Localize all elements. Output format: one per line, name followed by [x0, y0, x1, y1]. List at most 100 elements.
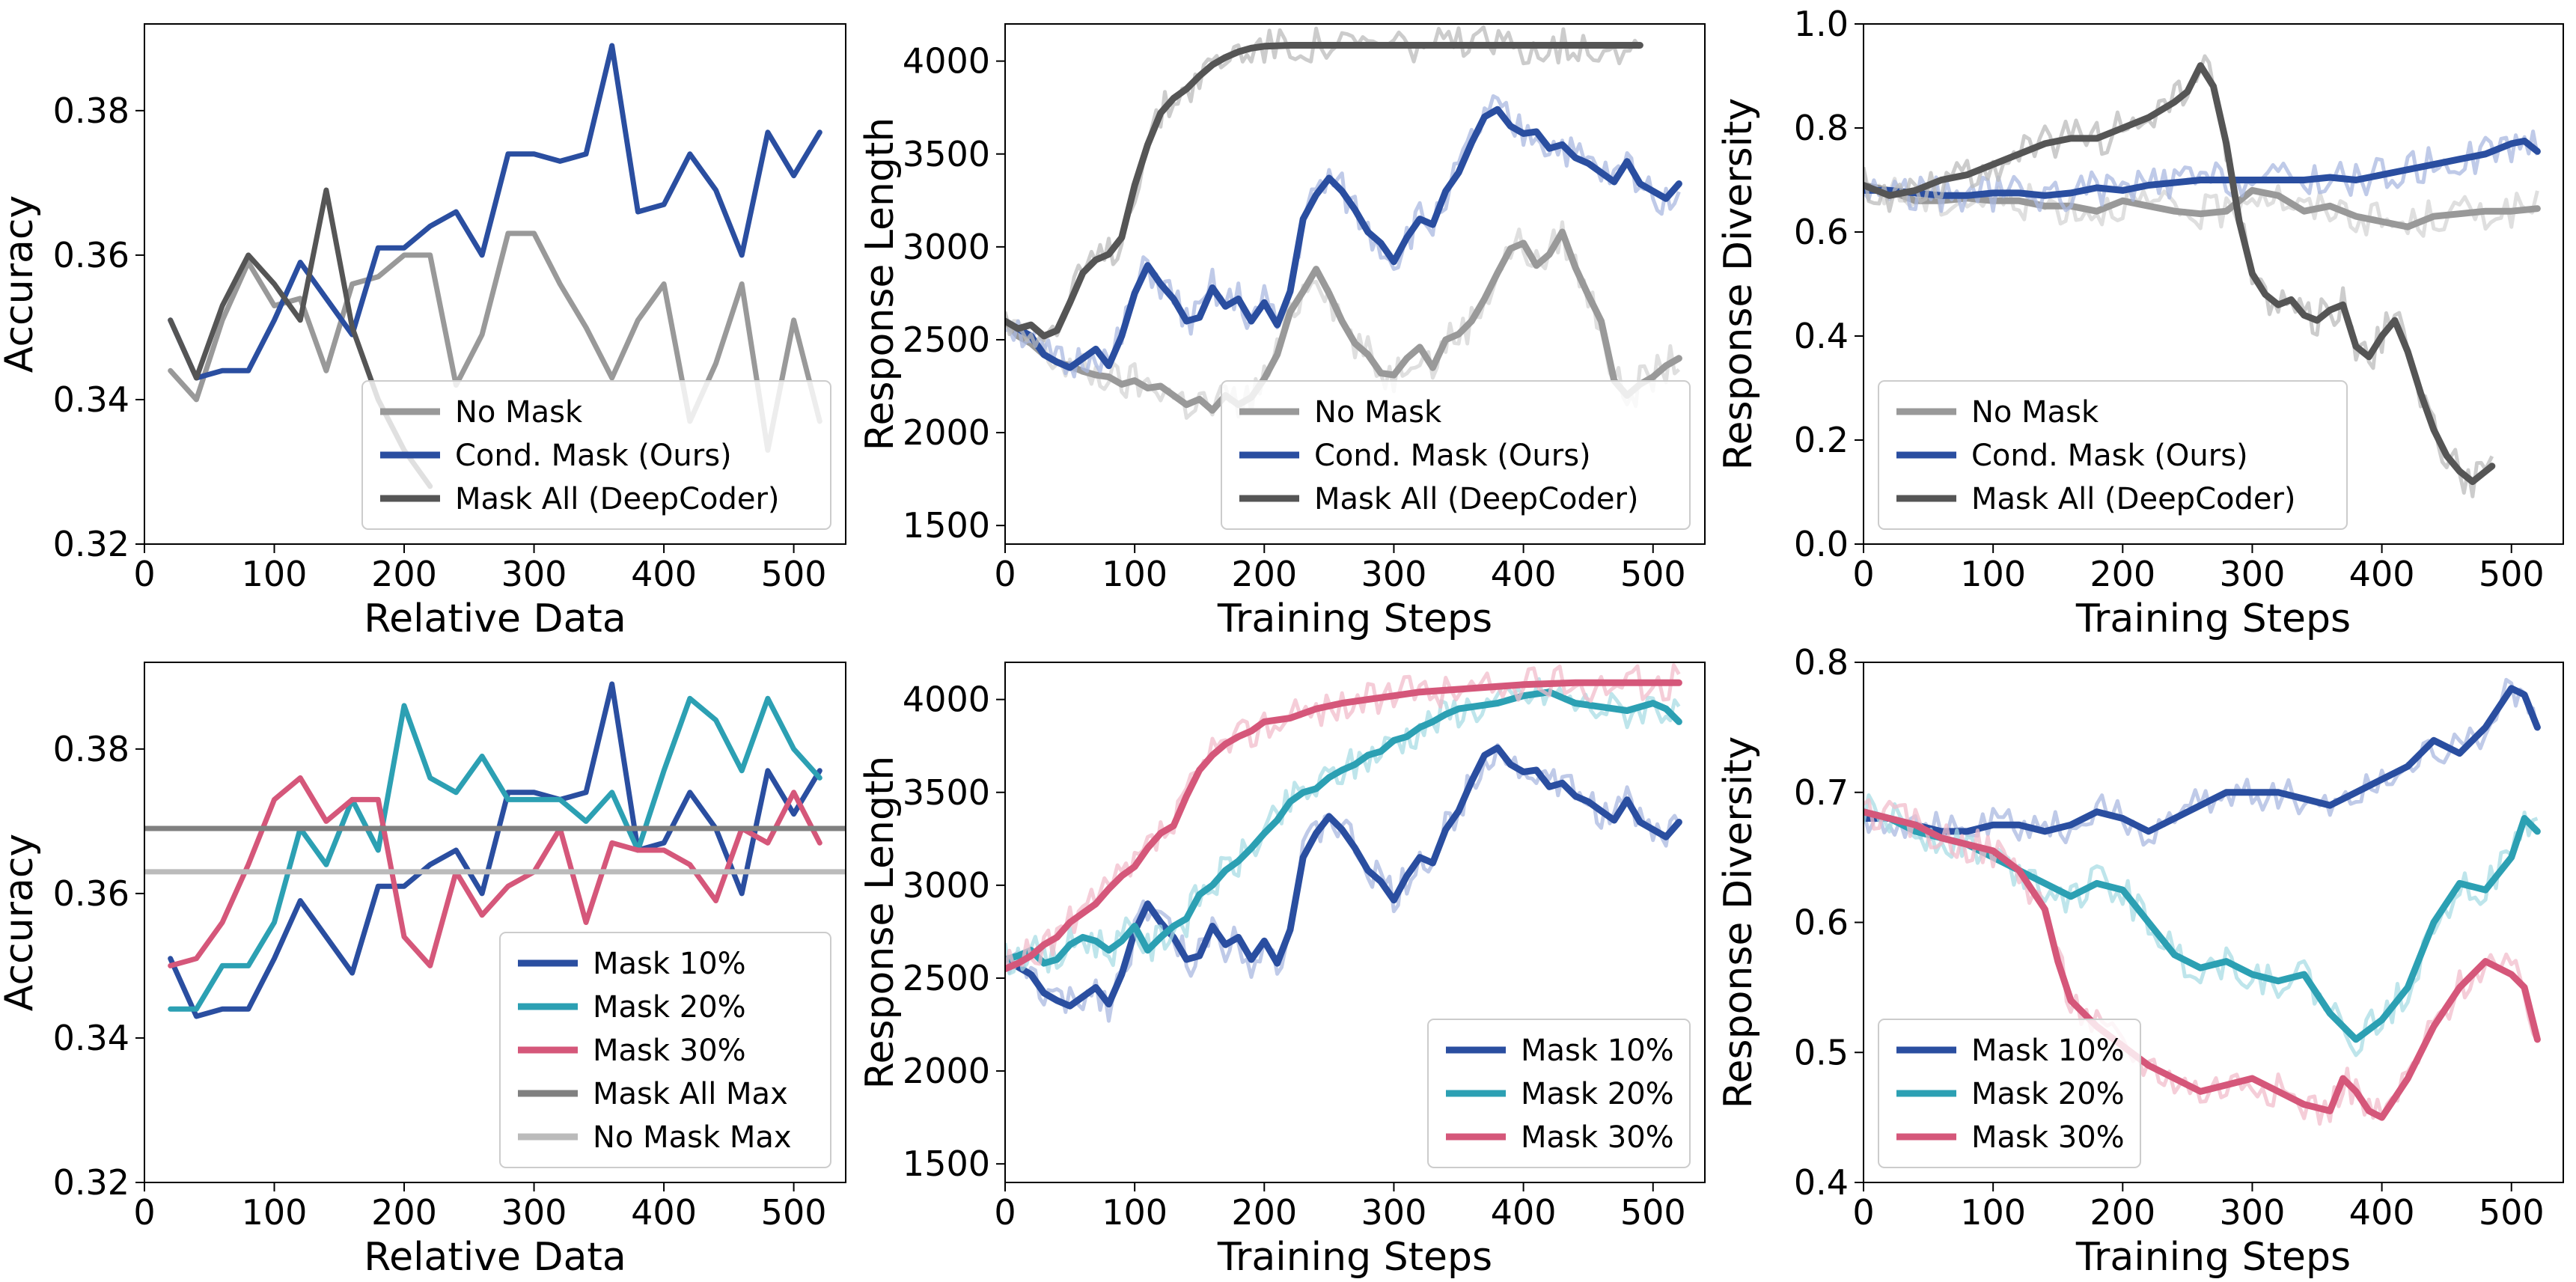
y-tick-label: 2000 [903, 412, 990, 453]
legend-label: Cond. Mask (Ours) [1314, 439, 1591, 473]
x-tick-label: 400 [631, 554, 697, 594]
x-tick-label: 100 [1102, 1192, 1168, 1233]
y-tick-label: 3000 [903, 865, 990, 906]
y-axis-label: Response Diversity [1716, 98, 1761, 471]
legend-label: Mask All (DeepCoder) [1971, 482, 2296, 516]
legend: No Mask Cond. Mask (Ours) Mask All (DeepCo… [1878, 380, 2348, 530]
legend-label: Mask 30% [1971, 1120, 2125, 1155]
series-group [144, 681, 846, 1019]
series-line-mask-10- [1005, 744, 1682, 1010]
legend-label: Mask All Max [593, 1077, 788, 1111]
y-tick-label: 0.4 [1794, 316, 1849, 356]
panel-bottom-right: 0 100 200 300 400 500 0.4 0.5 0.6 0.7 0.8 Training … [1716, 642, 2564, 1280]
legend-label: Mask 10% [1521, 1034, 1674, 1068]
x-tick-label: 300 [1361, 554, 1427, 594]
series-line-mask-all-deepcoder- [1864, 62, 2496, 486]
x-tick-label: 0 [133, 1192, 155, 1233]
x-tick-label: 500 [761, 554, 827, 594]
x-tick-label: 100 [242, 554, 308, 594]
x-tick-label: 0 [994, 554, 1016, 594]
y-tick-label: 4000 [903, 41, 990, 82]
legend-label: No Mask [1314, 395, 1442, 430]
legend-label: Mask All (DeepCoder) [1314, 482, 1639, 516]
x-tick-label: 400 [2349, 1192, 2415, 1233]
x-tick-label: 500 [2479, 1192, 2545, 1233]
x-tick-label: 200 [2090, 1192, 2155, 1233]
y-tick-label: 0.8 [1794, 108, 1849, 148]
x-axis-label: Training Steps [2075, 1235, 2351, 1280]
y-tick-label: 0.36 [53, 873, 129, 914]
y-tick-label: 0.4 [1794, 1162, 1849, 1203]
series-group [1005, 25, 1682, 420]
series-line-mask-10- [168, 681, 822, 1019]
legend-label: Mask 20% [1521, 1077, 1674, 1111]
legend-label: No Mask [455, 395, 583, 430]
y-tick-label: 0.34 [53, 1018, 129, 1058]
x-tick-label: 200 [371, 1192, 437, 1233]
legend-label: Mask All (DeepCoder) [455, 482, 780, 516]
legend-label: Mask 10% [593, 947, 746, 981]
y-tick-label: 3000 [903, 227, 990, 267]
panel-bottom-middle: 0 100 200 300 400 500 1500 2000 2500 3000 3500 4000… [858, 662, 1706, 1280]
plot-frame [1863, 23, 2564, 545]
y-tick-label: 1.0 [1794, 4, 1849, 44]
legend-label: Mask 20% [593, 990, 746, 1025]
x-tick-label: 500 [1620, 1192, 1686, 1233]
series-group [1005, 663, 1682, 1023]
y-tick-label: 3500 [903, 134, 990, 174]
x-tick-label: 0 [1852, 1192, 1874, 1233]
x-axis-label: Training Steps [2075, 596, 2351, 641]
legend-box [1427, 1019, 1691, 1168]
plot-frame [144, 23, 846, 545]
x-tick-label: 200 [2090, 554, 2155, 594]
raw-trace-mask-all-deepcoder- [1005, 25, 1642, 348]
x-tick-label: 300 [501, 1192, 567, 1233]
x-tick-label: 200 [1231, 1192, 1297, 1233]
x-axis-label: Relative Data [364, 1235, 626, 1280]
y-tick-label: 2000 [903, 1051, 990, 1091]
plot-frame [1004, 23, 1706, 545]
x-tick-label: 500 [2479, 554, 2545, 594]
legend-label: Mask 30% [593, 1034, 746, 1068]
x-tick-label: 300 [1361, 1192, 1427, 1233]
raw-trace-cond-mask-ours- [1005, 94, 1681, 379]
y-axis-label: Accuracy [0, 195, 42, 373]
y-tick-label: 1500 [903, 505, 990, 546]
plot-frame [1004, 662, 1706, 1183]
series-line-mask-all-deepcoder- [1005, 42, 1643, 340]
legend-label: Cond. Mask (Ours) [1971, 439, 2248, 473]
x-tick-label: 0 [994, 1192, 1016, 1233]
y-axis-label: Response Length [858, 117, 903, 451]
plot-frame [144, 662, 846, 1183]
legend: Mask 10% Mask 20% Mask 30% Mask All Max No M… [499, 932, 831, 1168]
legend: No Mask Cond. Mask (Ours) Mask All (DeepCo… [1221, 380, 1691, 530]
x-tick-label: 400 [631, 1192, 697, 1233]
y-tick-label: 0.32 [53, 524, 129, 564]
y-tick-label: 1500 [903, 1144, 990, 1184]
legend-box [1221, 380, 1691, 530]
raw-trace-mask-30- [1864, 798, 2539, 1126]
y-tick-label: 0.38 [53, 729, 129, 769]
legend: Mask 10% Mask 20% Mask 30% [1427, 1019, 1691, 1168]
y-tick-label: 0.36 [53, 235, 129, 275]
y-axis-label: Response Diversity [1716, 736, 1761, 1109]
series-line-cond-mask-ours- [168, 43, 822, 381]
x-tick-label: 500 [761, 1192, 827, 1233]
x-tick-label: 0 [1852, 554, 1874, 594]
y-tick-label: 0.6 [1794, 212, 1849, 252]
y-axis-label: Response Length [858, 756, 903, 1090]
series-line-mask-30- [1005, 679, 1682, 973]
raw-trace-mask-30- [1005, 663, 1681, 971]
legend-label: Cond. Mask (Ours) [455, 439, 732, 473]
x-tick-label: 0 [133, 554, 155, 594]
legend-label: Mask 30% [1521, 1120, 1674, 1155]
legend-label: Mask 10% [1971, 1034, 2125, 1068]
y-tick-label: 4000 [903, 680, 990, 720]
x-tick-label: 500 [1620, 554, 1686, 594]
series-line-no-mask [1005, 228, 1682, 414]
x-axis-label: Training Steps [1217, 1235, 1492, 1280]
series-group [1864, 677, 2541, 1126]
x-tick-label: 100 [1102, 554, 1168, 594]
x-tick-label: 300 [2220, 1192, 2286, 1233]
